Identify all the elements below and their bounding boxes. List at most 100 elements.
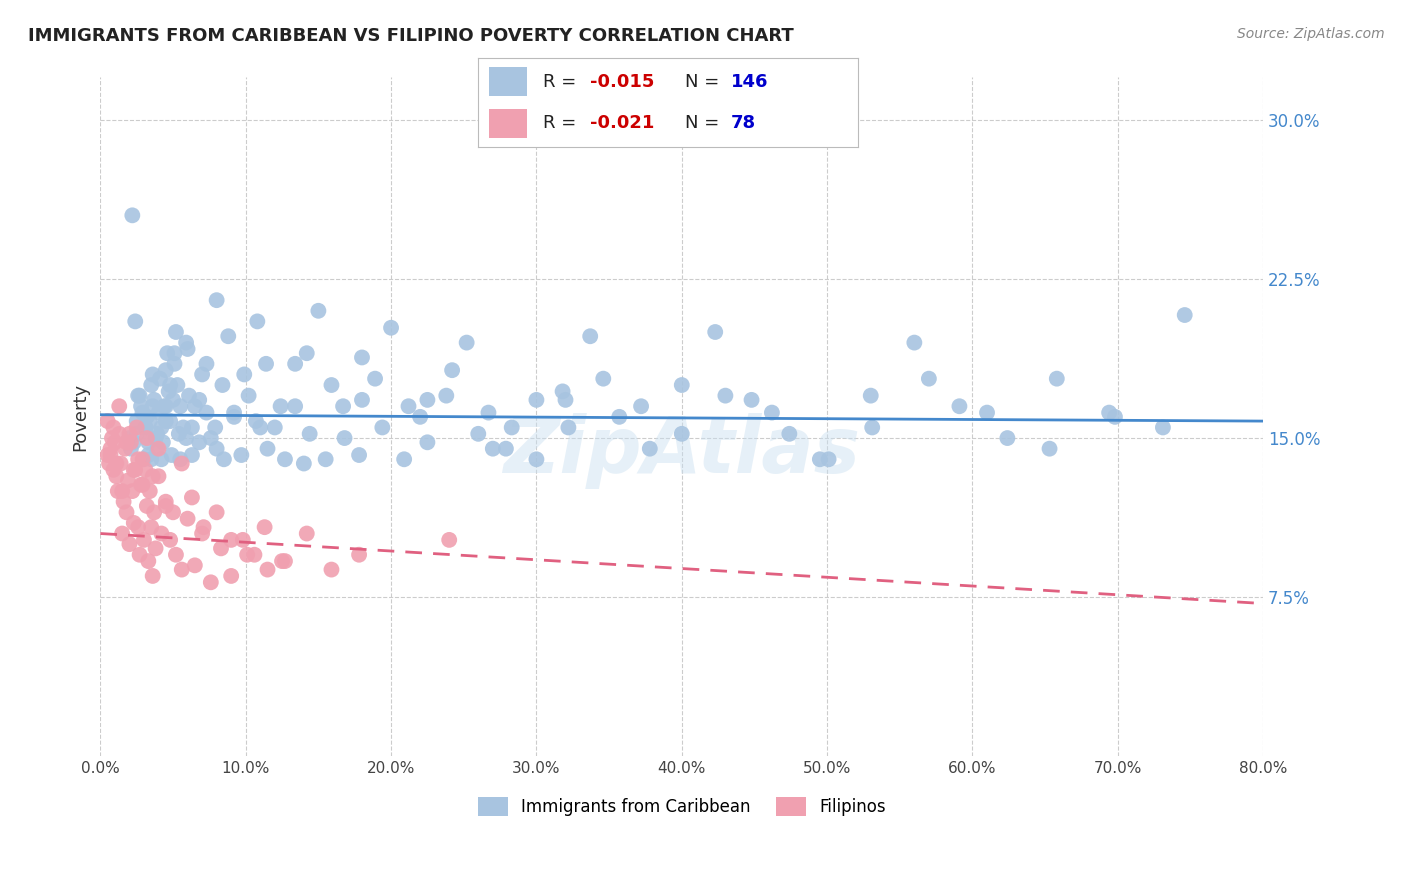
Point xyxy=(155,363,177,377)
Point xyxy=(128,548,150,562)
Point xyxy=(124,314,146,328)
Point xyxy=(495,442,517,456)
Point xyxy=(165,325,187,339)
Point xyxy=(118,537,141,551)
Point xyxy=(808,452,831,467)
Point xyxy=(918,372,941,386)
Point xyxy=(141,378,163,392)
Point xyxy=(188,435,211,450)
Point xyxy=(152,435,174,450)
Point xyxy=(141,520,163,534)
Point xyxy=(114,442,136,456)
Point xyxy=(122,516,145,530)
Point xyxy=(150,526,173,541)
Point xyxy=(148,469,170,483)
Bar xyxy=(489,109,527,138)
Point xyxy=(253,520,276,534)
Point xyxy=(155,499,177,513)
Point xyxy=(157,384,180,399)
Point xyxy=(132,533,155,547)
Point xyxy=(817,452,839,467)
Point xyxy=(222,409,245,424)
Point xyxy=(162,392,184,407)
Point xyxy=(205,505,228,519)
Point xyxy=(120,442,142,456)
Point xyxy=(150,420,173,434)
Point xyxy=(778,426,800,441)
Point xyxy=(416,435,439,450)
Point xyxy=(129,477,152,491)
Point xyxy=(169,452,191,467)
Point xyxy=(146,426,169,441)
Point xyxy=(155,414,177,428)
Point xyxy=(127,452,149,467)
Point xyxy=(270,399,292,413)
Point xyxy=(122,463,145,477)
Point xyxy=(284,357,307,371)
Point xyxy=(172,420,194,434)
Point xyxy=(1038,442,1060,456)
Text: 146: 146 xyxy=(731,73,768,91)
Point xyxy=(98,457,121,471)
Point xyxy=(160,448,183,462)
Point xyxy=(212,452,235,467)
Point xyxy=(115,505,138,519)
Point xyxy=(392,452,415,467)
Point xyxy=(134,463,156,477)
Point xyxy=(638,442,661,456)
Point xyxy=(163,346,186,360)
Point xyxy=(1046,372,1069,386)
Point xyxy=(434,389,457,403)
Point xyxy=(107,484,129,499)
Point xyxy=(103,463,125,477)
Point xyxy=(121,208,143,222)
Point xyxy=(169,399,191,413)
Point xyxy=(162,505,184,519)
Point xyxy=(127,520,149,534)
Point xyxy=(205,293,228,308)
Text: -0.021: -0.021 xyxy=(591,114,654,132)
Point xyxy=(477,406,499,420)
Point xyxy=(557,420,579,434)
Point xyxy=(501,420,523,434)
Point xyxy=(134,420,156,434)
Point xyxy=(146,442,169,456)
Point xyxy=(143,505,166,519)
Point xyxy=(153,399,176,413)
Point xyxy=(167,426,190,441)
Point xyxy=(195,406,218,420)
Point xyxy=(254,357,277,371)
Point xyxy=(456,335,478,350)
Point xyxy=(271,554,294,568)
Point xyxy=(371,420,394,434)
Point xyxy=(350,392,373,407)
Point xyxy=(135,431,157,445)
Point xyxy=(176,342,198,356)
Point xyxy=(104,435,127,450)
Point xyxy=(170,563,193,577)
Point xyxy=(315,452,337,467)
Text: R =: R = xyxy=(543,114,582,132)
Point xyxy=(398,399,420,413)
Point xyxy=(256,442,278,456)
Point xyxy=(607,409,630,424)
Point xyxy=(347,548,370,562)
Point xyxy=(246,314,269,328)
Point xyxy=(238,389,260,403)
Point xyxy=(1104,409,1126,424)
Point xyxy=(105,457,128,471)
Point xyxy=(184,558,207,573)
Point xyxy=(148,442,170,456)
Point xyxy=(108,399,131,413)
Point xyxy=(131,406,153,420)
Legend: Immigrants from Caribbean, Filipinos: Immigrants from Caribbean, Filipinos xyxy=(471,790,893,822)
Point xyxy=(347,448,370,462)
Point xyxy=(467,426,489,441)
Point xyxy=(263,420,285,434)
Point xyxy=(127,389,149,403)
Point xyxy=(526,452,548,467)
Point xyxy=(350,351,373,365)
Point xyxy=(131,452,153,467)
Point xyxy=(295,526,318,541)
Point xyxy=(209,541,232,556)
